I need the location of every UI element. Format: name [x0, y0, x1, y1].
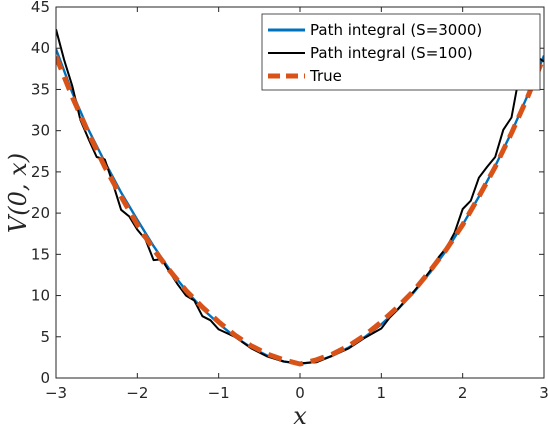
- y-tick-label: 45: [31, 0, 50, 16]
- series-layer: [56, 29, 544, 367]
- x-tick-label: 3: [539, 384, 548, 402]
- x-tick-label: 1: [377, 384, 387, 402]
- y-tick-label: 35: [31, 80, 50, 98]
- x-tick-label: −3: [45, 384, 67, 402]
- x-tick-label: −1: [208, 384, 230, 402]
- legend: Path integral (S=3000) Path integral (S=…: [261, 13, 541, 91]
- y-tick-label: 30: [31, 122, 50, 140]
- y-tick-label: 5: [40, 328, 50, 346]
- legend-label-s3000: Path integral (S=3000): [310, 21, 482, 39]
- x-axis-label: x: [293, 402, 307, 430]
- legend-label-s100: Path integral (S=100): [310, 44, 473, 62]
- legend-box: [261, 13, 541, 91]
- y-tick-label: 10: [31, 287, 50, 305]
- y-tick-label: 20: [31, 204, 50, 222]
- y-tick-label: 15: [31, 245, 50, 263]
- x-tick-label: −2: [126, 384, 148, 402]
- x-tick-label: 2: [458, 384, 468, 402]
- y-tick-label: 25: [31, 163, 50, 181]
- legend-label-true: True: [309, 67, 342, 85]
- y-tick-label: 0: [40, 369, 50, 387]
- y-axis-label: V(0, x): [4, 153, 32, 233]
- y-tick-label: 40: [31, 39, 50, 57]
- x-tick-label: 0: [295, 384, 305, 402]
- series-line-2: [56, 55, 544, 367]
